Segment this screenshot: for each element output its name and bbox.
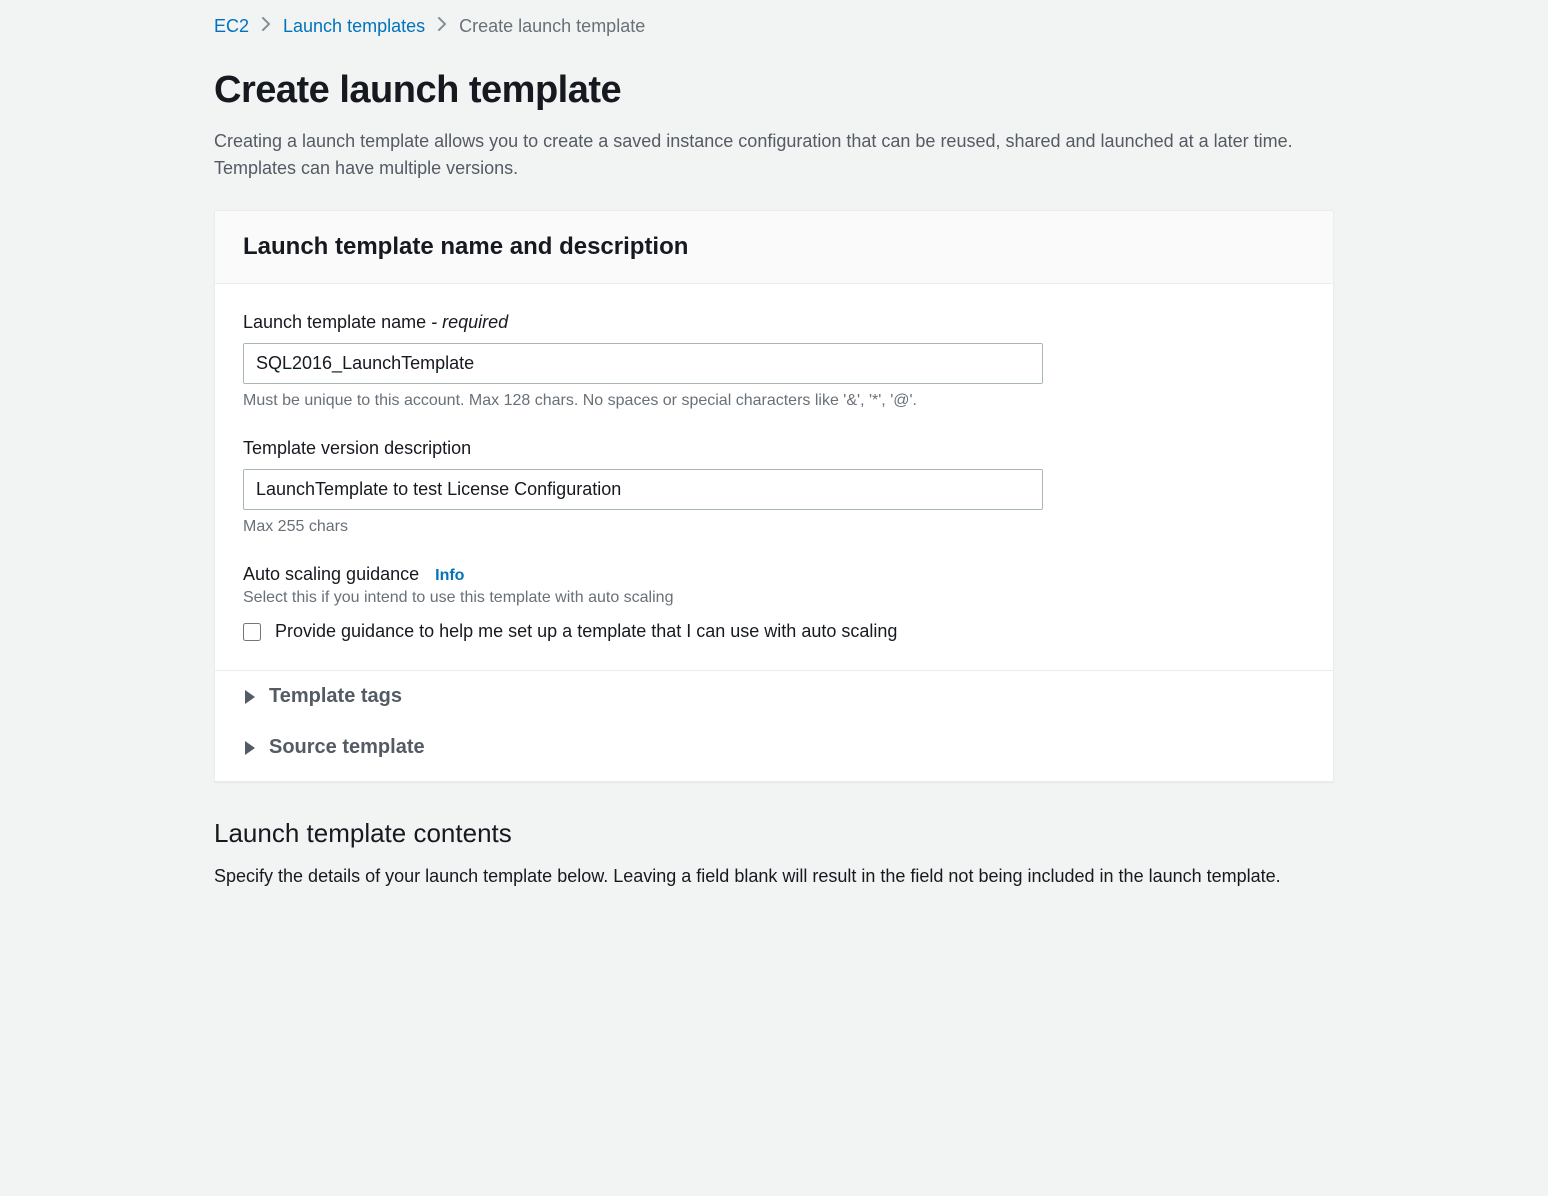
page-description: Creating a launch template allows you to… <box>214 128 1334 182</box>
autoscaling-checkbox-row[interactable]: Provide guidance to help me set up a tem… <box>243 621 1305 642</box>
autoscaling-label: Auto scaling guidance <box>243 564 419 585</box>
template-tags-toggle[interactable]: Template tags <box>243 685 1305 708</box>
page-title: Create launch template <box>214 69 1334 112</box>
breadcrumb-current: Create launch template <box>459 16 645 37</box>
contents-section-description: Specify the details of your launch templ… <box>214 863 1334 890</box>
template-tags-section: Template tags <box>243 671 1305 722</box>
template-name-label: Launch template name - required <box>243 312 1305 333</box>
chevron-right-icon <box>261 17 271 36</box>
name-description-panel: Launch template name and description Lau… <box>214 210 1334 782</box>
caret-right-icon <box>243 690 255 704</box>
template-description-hint: Max 255 chars <box>243 518 1305 536</box>
template-description-label: Template version description <box>243 438 1305 459</box>
source-template-toggle[interactable]: Source template <box>243 736 1305 759</box>
chevron-right-icon <box>437 17 447 36</box>
breadcrumb: EC2 Launch templates Create launch templ… <box>214 16 1334 37</box>
template-name-field: Launch template name - required Must be … <box>243 312 1305 410</box>
panel-header: Launch template name and description <box>215 211 1333 284</box>
template-name-input[interactable] <box>243 343 1043 384</box>
caret-right-icon <box>243 741 255 755</box>
breadcrumb-link-launch-templates[interactable]: Launch templates <box>283 16 425 37</box>
autoscaling-sublabel: Select this if you intend to use this te… <box>243 589 1305 607</box>
breadcrumb-link-ec2[interactable]: EC2 <box>214 16 249 37</box>
source-template-title: Source template <box>269 736 425 759</box>
template-description-field: Template version description Max 255 cha… <box>243 438 1305 536</box>
autoscaling-field: Auto scaling guidance Info Select this i… <box>243 564 1305 642</box>
template-description-input[interactable] <box>243 469 1043 510</box>
contents-section-title: Launch template contents <box>214 818 1334 849</box>
template-name-hint: Must be unique to this account. Max 128 … <box>243 392 1305 410</box>
info-link[interactable]: Info <box>435 567 464 585</box>
source-template-section: Source template <box>243 722 1305 773</box>
panel-title: Launch template name and description <box>243 233 1305 261</box>
autoscaling-checkbox-label: Provide guidance to help me set up a tem… <box>275 621 897 642</box>
autoscaling-checkbox[interactable] <box>243 623 261 641</box>
template-tags-title: Template tags <box>269 685 402 708</box>
